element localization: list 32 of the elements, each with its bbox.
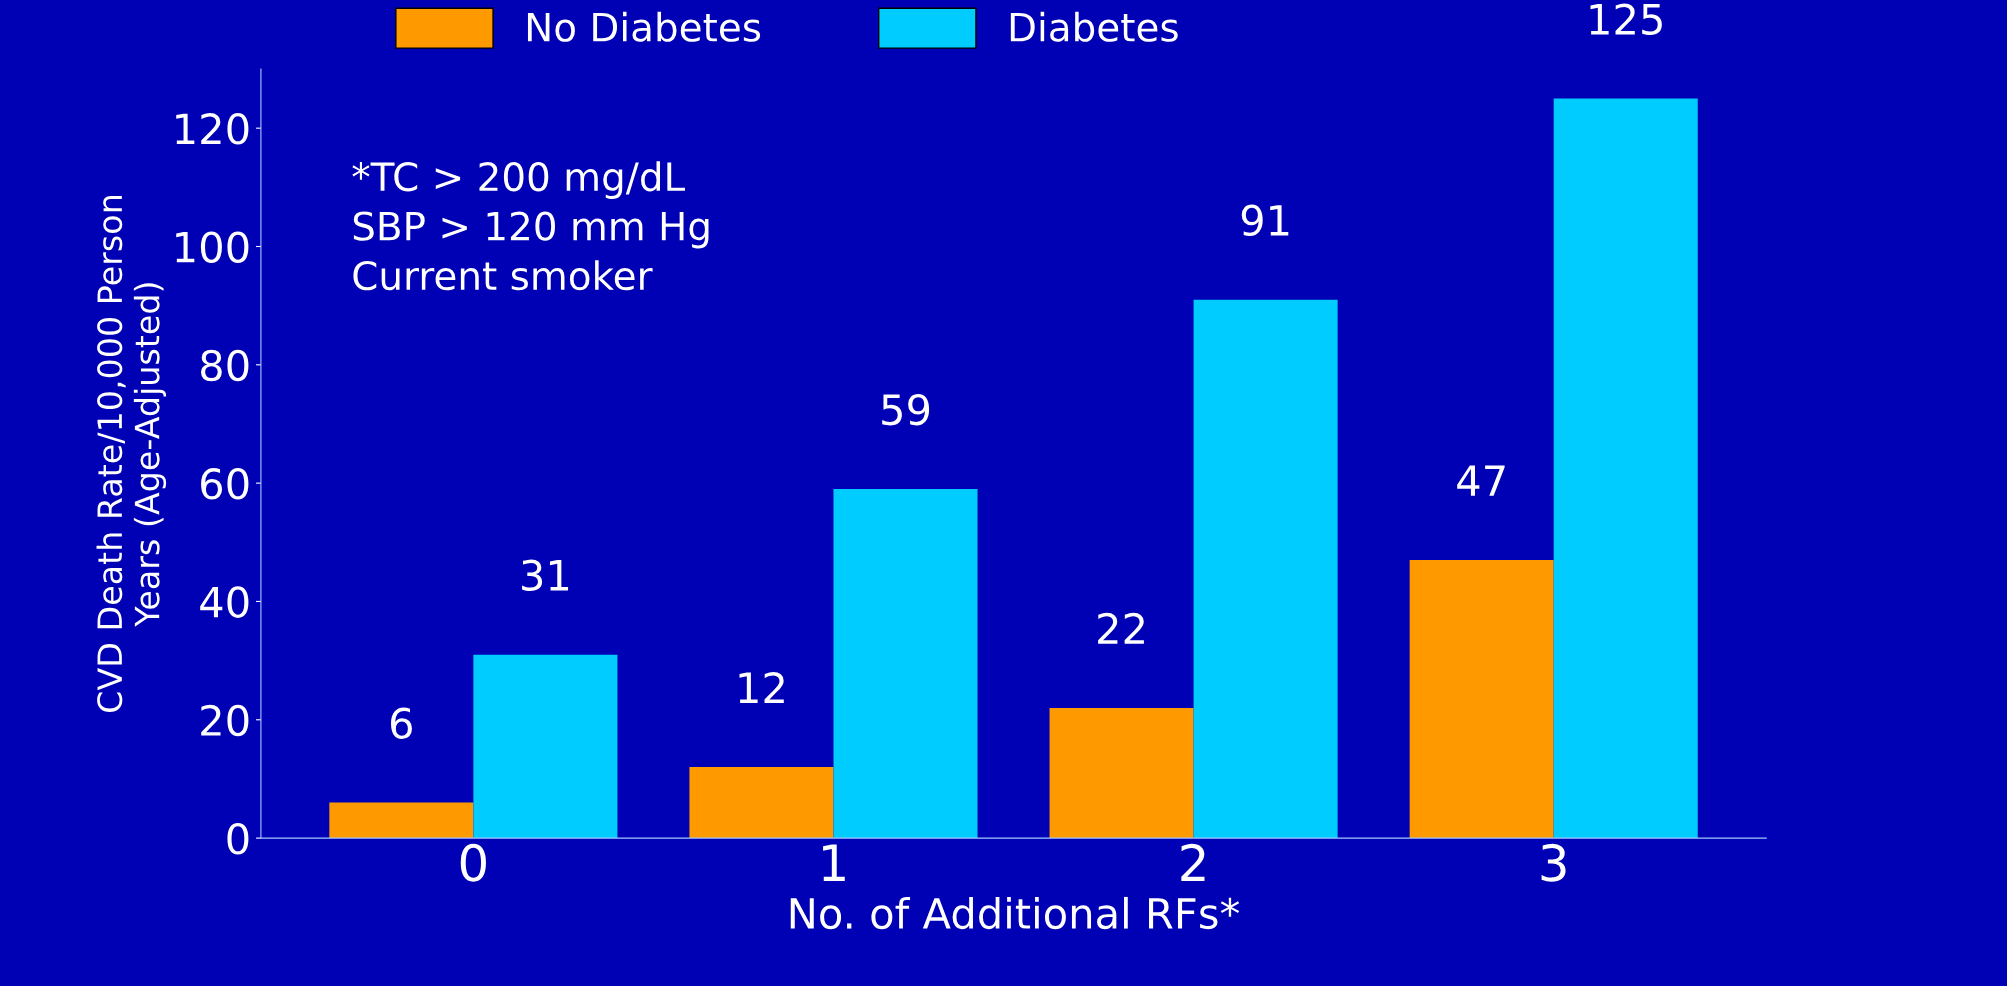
y-axis-title: CVD Death Rate/10,000 Person Years (Age-Adjusted)	[96, 196, 167, 712]
y-tick-label: 60	[201, 468, 249, 500]
bar	[1409, 560, 1554, 839]
y-tick-label: 120	[176, 113, 249, 145]
bar	[1049, 707, 1194, 839]
bar	[1193, 299, 1338, 839]
y-tick-label: 100	[176, 231, 249, 263]
y-tick-label: 40	[200, 586, 249, 618]
bar	[689, 767, 834, 839]
data-label: 47	[1457, 465, 1505, 496]
bar	[1553, 98, 1698, 839]
legend-label: No Diabetes	[527, 11, 761, 42]
data-label: 6	[391, 707, 412, 739]
y-tick-label: 0	[227, 823, 249, 855]
data-label: 22	[1098, 612, 1144, 644]
data-label: 59	[882, 393, 930, 426]
data-label: 91	[1241, 204, 1289, 237]
annotation: *TC > 200 mg/dL SBP > 120 mm Hg Current smoker	[352, 161, 709, 291]
data-label: 125	[1590, 3, 1662, 35]
bar	[329, 802, 474, 839]
x-tick-label: 0	[460, 843, 486, 882]
data-label: 12	[739, 671, 784, 703]
x-tick-label: 2	[1181, 843, 1205, 881]
data-label: 31	[522, 559, 569, 592]
y-tick-label: 80	[200, 349, 249, 382]
y-tick-label: 20	[201, 704, 249, 737]
x-tick-label: 3	[1541, 843, 1566, 882]
bar	[473, 654, 618, 839]
bar	[833, 489, 978, 839]
legend-label: Diabetes	[1010, 11, 1178, 42]
x-tick-label: 1	[823, 844, 845, 881]
x-axis-title: No. of Additional RFs*	[790, 896, 1240, 930]
